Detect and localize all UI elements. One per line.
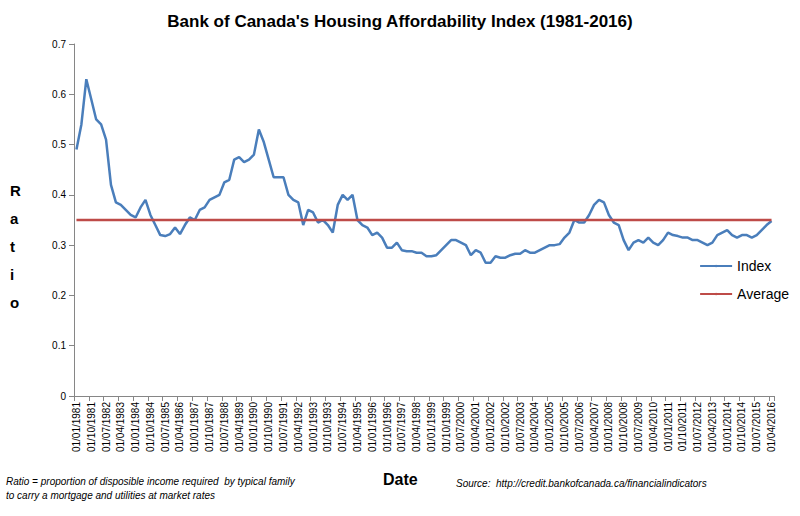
svg-text:01/01/2002: 01/01/2002 (485, 402, 496, 452)
svg-text:01/01/1999: 01/01/1999 (426, 402, 437, 452)
svg-text:01/10/1987: 01/10/1987 (204, 402, 215, 452)
svg-text:01/04/2004: 01/04/2004 (529, 402, 540, 452)
svg-text:01/07/1997: 01/07/1997 (396, 402, 407, 452)
svg-text:01/04/2010: 01/04/2010 (648, 402, 659, 452)
svg-text:01/10/2011: 01/10/2011 (677, 402, 688, 452)
svg-text:01/07/1988: 01/07/1988 (219, 402, 230, 452)
svg-text:Bank of Canada's Housing Affor: Bank of Canada's Housing Affordability I… (167, 12, 632, 31)
svg-text:01/04/1986: 01/04/1986 (174, 402, 185, 452)
svg-text:01/07/2015: 01/07/2015 (751, 402, 762, 452)
svg-text:01/01/1987: 01/01/1987 (189, 402, 200, 452)
svg-text:0.7: 0.7 (52, 39, 66, 50)
svg-text:Average: Average (737, 286, 789, 302)
svg-text:01/07/2009: 01/07/2009 (633, 402, 644, 452)
svg-text:i: i (10, 266, 14, 283)
svg-text:01/01/1981: 01/01/1981 (71, 402, 82, 452)
svg-text:01/04/2001: 01/04/2001 (470, 402, 481, 452)
svg-text:01/10/1981: 01/10/1981 (86, 402, 97, 452)
svg-text:01/07/2003: 01/07/2003 (515, 402, 526, 452)
svg-text:01/04/1992: 01/04/1992 (293, 402, 304, 452)
svg-text:01/10/2014: 01/10/2014 (736, 402, 747, 452)
svg-text:R: R (10, 182, 21, 199)
svg-text:01/01/2011: 01/01/2011 (663, 402, 674, 452)
svg-text:01/07/2006: 01/07/2006 (574, 402, 585, 452)
svg-text:01/10/1990: 01/10/1990 (263, 402, 274, 452)
svg-text:0.6: 0.6 (52, 89, 66, 100)
svg-text:01/07/1985: 01/07/1985 (160, 402, 171, 452)
svg-text:0.1: 0.1 (52, 340, 66, 351)
svg-text:01/07/1991: 01/07/1991 (278, 402, 289, 452)
svg-text:01/07/1994: 01/07/1994 (337, 402, 348, 452)
svg-text:01/10/1996: 01/10/1996 (382, 402, 393, 452)
svg-text:01/10/2005: 01/10/2005 (559, 402, 570, 452)
svg-text:01/04/2016: 01/04/2016 (766, 402, 777, 452)
svg-text:01/07/2012: 01/07/2012 (692, 402, 703, 452)
svg-text:0: 0 (60, 391, 66, 402)
svg-text:0.2: 0.2 (52, 290, 66, 301)
svg-text:01/10/2002: 01/10/2002 (500, 402, 511, 452)
svg-text:01/01/1984: 01/01/1984 (130, 402, 141, 452)
svg-text:Ratio = proportion of disposib: Ratio = proportion of disposible income … (6, 476, 296, 487)
svg-text:01/10/1984: 01/10/1984 (145, 402, 156, 452)
svg-text:Date: Date (383, 471, 418, 488)
svg-text:01/04/1983: 01/04/1983 (115, 402, 126, 452)
svg-text:01/10/1999: 01/10/1999 (441, 402, 452, 452)
svg-text:01/04/2007: 01/04/2007 (589, 402, 600, 452)
svg-text:01/10/2008: 01/10/2008 (618, 402, 629, 452)
svg-text:01/04/1989: 01/04/1989 (234, 402, 245, 452)
svg-text:01/01/1993: 01/01/1993 (308, 402, 319, 452)
svg-text:0.3: 0.3 (52, 240, 66, 251)
svg-text:01/07/1982: 01/07/1982 (101, 402, 112, 452)
svg-text:Source: http://credit.bankofc: Source: http://credit.bankofcanada.ca/fi… (456, 478, 707, 489)
svg-text:0.5: 0.5 (52, 139, 66, 150)
svg-text:01/04/1995: 01/04/1995 (352, 402, 363, 452)
svg-text:t: t (10, 238, 15, 255)
svg-text:01/10/1993: 01/10/1993 (322, 402, 333, 452)
svg-text:Index: Index (737, 258, 771, 274)
svg-text:01/01/1996: 01/01/1996 (367, 402, 378, 452)
svg-text:to carry a mortgage and utilit: to carry a mortgage and utilities at mar… (6, 490, 215, 501)
svg-text:01/01/2005: 01/01/2005 (544, 402, 555, 452)
svg-text:01/01/2014: 01/01/2014 (722, 402, 733, 452)
svg-text:0.4: 0.4 (52, 189, 66, 200)
svg-text:01/04/2013: 01/04/2013 (707, 402, 718, 452)
svg-text:01/01/1990: 01/01/1990 (248, 402, 259, 452)
svg-text:01/01/2008: 01/01/2008 (603, 402, 614, 452)
svg-text:a: a (10, 210, 19, 227)
svg-text:o: o (10, 294, 19, 311)
svg-text:01/04/1998: 01/04/1998 (411, 402, 422, 452)
svg-text:01/07/2000: 01/07/2000 (455, 402, 466, 452)
